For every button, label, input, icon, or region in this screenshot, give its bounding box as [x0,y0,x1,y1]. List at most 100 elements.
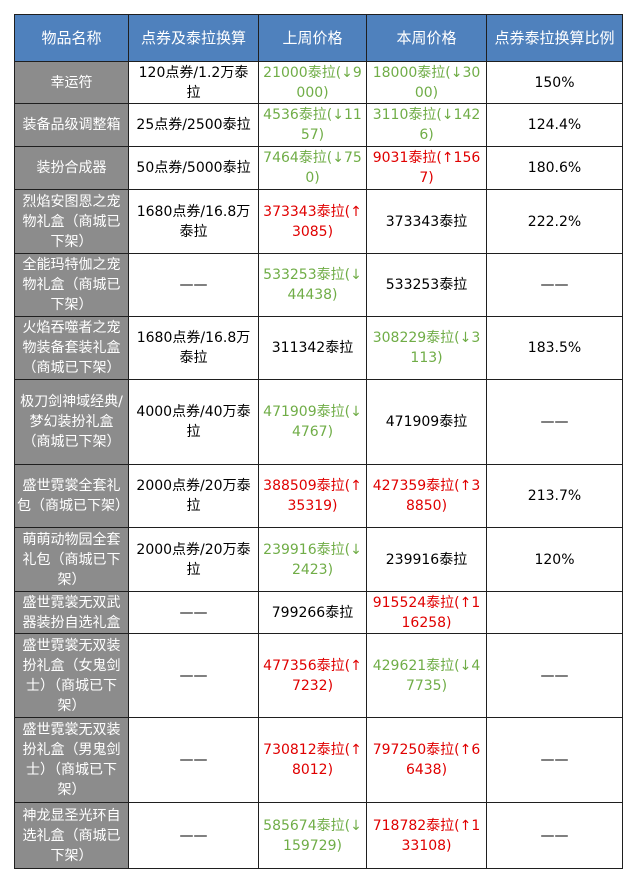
item-name-text: 萌萌动物园全套礼包（商城已下架） [22,531,121,588]
conversion-cell: 1680点券/16.8万泰拉 [128,189,259,254]
this-week-price-text: 429621泰拉(↓47735) [372,657,481,694]
ratio-cell: —— [486,717,623,803]
last-week-price-cell: 239916泰拉(↓2423) [258,527,367,592]
this-week-price-cell: 239916泰拉 [366,527,487,592]
last-week-price-cell: 4536泰拉(↓1157) [258,103,367,147]
conversion-text: —— [179,827,208,844]
ratio-cell: 213.7% [486,464,623,528]
header-last-week-price: 上周价格 [258,14,367,62]
conversion-text: 2000点券/20万泰拉 [136,478,251,514]
this-week-price-text: 915524泰拉(↑116258) [372,594,481,631]
table-row: 盛世霓裳无双武器装扮自选礼盒 —— 799266泰拉 915524泰拉(↑116258… [14,591,623,634]
header-row: 物品名称 点券及泰拉换算 上周价格 本周价格 点券泰拉换算比例 [14,14,623,62]
conversion-text: 4000点券/40万泰拉 [136,404,251,440]
last-week-price-text: 799266泰拉 [271,604,354,621]
ratio-text: —— [540,277,569,293]
ratio-text: —— [540,752,569,768]
item-name-cell: 幸运符 [14,61,129,104]
last-week-price-text: 4536泰拉(↓1157) [263,107,362,143]
last-week-price-cell: 585674泰拉(↓159729) [258,802,367,869]
this-week-price-text: 18000泰拉(↓3000) [372,64,481,101]
ratio-text: 124.4% [527,117,582,133]
ratio-text: 180.6% [527,160,582,176]
last-week-price-text: 373343泰拉(↑3085) [263,203,362,240]
last-week-price-cell: 799266泰拉 [258,591,367,634]
conversion-text: —— [179,752,208,768]
conversion-cell: —— [128,591,259,634]
ratio-text: 213.7% [527,488,582,504]
item-name-cell: 盛世霓裳无双武器装扮自选礼盒 [14,591,129,634]
conversion-text: 120点券/1.2万泰拉 [138,64,249,101]
conversion-cell: —— [128,802,259,869]
table-row: 装扮合成器 50点券/5000泰拉 7464泰拉(↓750) 9031泰拉(↑1567… [14,146,623,190]
this-week-price-cell: 373343泰拉 [366,189,487,254]
table-row: 盛世霓裳无双装扮礼盒（女鬼剑士）（商城已下架） —— 477356泰拉(↑7232)… [14,633,623,718]
conversion-text: 2000点券/20万泰拉 [136,541,251,578]
item-name-text: 装扮合成器 [36,160,107,176]
this-week-price-cell: 533253泰拉 [366,253,487,317]
this-week-price-cell: 718782泰拉(↑133108) [366,802,487,869]
ratio-text: —— [540,414,569,430]
header-item-name: 物品名称 [14,14,129,62]
item-name-cell: 盛世霓裳全套礼包（商城已下架） [14,464,129,528]
last-week-price-cell: 730812泰拉(↑8012) [258,717,367,803]
ratio-cell: 222.2% [486,189,623,254]
item-name-text: 神龙显圣光环自选礼盒（商城已下架） [22,807,121,864]
table-row: 神龙显圣光环自选礼盒（商城已下架） —— 585674泰拉(↓159729) 7187… [14,802,623,869]
ratio-cell: 124.4% [486,103,623,147]
table-row: 装备品级调整箱 25点券/2500泰拉 4536泰拉(↓1157) 3110泰拉(↓1… [14,103,623,147]
table-row: 全能玛特伽之宠物礼盒（商城已下架） —— 533253泰拉(↓44438) 53325… [14,253,623,317]
this-week-price-cell: 915524泰拉(↑116258) [366,591,487,634]
this-week-price-text: 718782泰拉(↑133108) [372,817,481,854]
this-week-price-text: 533253泰拉 [385,277,468,293]
ratio-cell: —— [486,633,623,718]
this-week-price-cell: 427359泰拉(↑38850) [366,464,487,528]
item-name-cell: 盛世霓裳无双装扮礼盒（女鬼剑士）（商城已下架） [14,633,129,718]
table-row: 盛世霓裳全套礼包（商城已下架） 2000点券/20万泰拉 388509泰拉(↑353… [14,464,623,528]
ratio-text: 183.5% [527,340,582,356]
conversion-cell: —— [128,633,259,718]
this-week-price-text: 471909泰拉 [385,414,468,430]
last-week-price-text: 239916泰拉(↓2423) [263,541,362,578]
conversion-cell: 50点券/5000泰拉 [128,146,259,190]
ratio-cell: —— [486,253,623,317]
ratio-cell: —— [486,379,623,465]
this-week-price-cell: 18000泰拉(↓3000) [366,61,487,104]
last-week-price-text: 471909泰拉(↓4767) [263,404,362,440]
this-week-price-cell: 308229泰拉(↓3113) [366,316,487,380]
conversion-cell: —— [128,253,259,317]
this-week-price-text: 3110泰拉(↓1426) [372,107,481,143]
this-week-price-text: 797250泰拉(↑66438) [372,742,481,778]
table-row: 幸运符 120点券/1.2万泰拉 21000泰拉(↓9000) 18000泰拉(↓30… [14,61,623,104]
header-conversion: 点券及泰拉换算 [128,14,259,62]
item-name-text: 盛世霓裳无双装扮礼盒（女鬼剑士）（商城已下架） [22,637,121,714]
ratio-text: 120% [534,551,575,568]
item-name-cell: 神龙显圣光环自选礼盒（商城已下架） [14,802,129,869]
last-week-price-text: 533253泰拉(↓44438) [263,267,362,303]
last-week-price-cell: 388509泰拉(↑35319) [258,464,367,528]
this-week-price-text: 427359泰拉(↑38850) [372,478,481,514]
item-name-text: 盛世霓裳无双装扮礼盒（男鬼剑士）（商城已下架） [22,722,121,798]
last-week-price-text: 7464泰拉(↓750) [263,150,362,186]
table-row: 火焰吞噬者之宠物装备套装礼盒（商城已下架） 1680点券/16.8万泰拉 31134… [14,316,623,380]
conversion-cell: 25点券/2500泰拉 [128,103,259,147]
this-week-price-cell: 471909泰拉 [366,379,487,465]
conversion-cell: 1680点券/16.8万泰拉 [128,316,259,380]
item-name-text: 盛世霓裳无双武器装扮自选礼盒 [22,594,121,631]
header-this-week-price: 本周价格 [366,14,487,62]
this-week-price-text: 373343泰拉 [385,213,468,230]
table-row: 盛世霓裳无双装扮礼盒（男鬼剑士）（商城已下架） —— 730812泰拉(↑8012)… [14,717,623,803]
conversion-cell: —— [128,717,259,803]
this-week-price-text: 239916泰拉 [385,551,468,568]
ratio-text: —— [540,667,569,684]
conversion-text: 25点券/2500泰拉 [136,117,251,133]
ratio-cell: 180.6% [486,146,623,190]
conversion-cell: 4000点券/40万泰拉 [128,379,259,465]
this-week-price-cell: 429621泰拉(↓47735) [366,633,487,718]
item-name-cell: 火焰吞噬者之宠物装备套装礼盒（商城已下架） [14,316,129,380]
conversion-text: 1680点券/16.8万泰拉 [136,330,251,366]
last-week-price-cell: 7464泰拉(↓750) [258,146,367,190]
conversion-cell: 2000点券/20万泰拉 [128,527,259,592]
last-week-price-text: 585674泰拉(↓159729) [263,817,362,854]
last-week-price-cell: 533253泰拉(↓44438) [258,253,367,317]
